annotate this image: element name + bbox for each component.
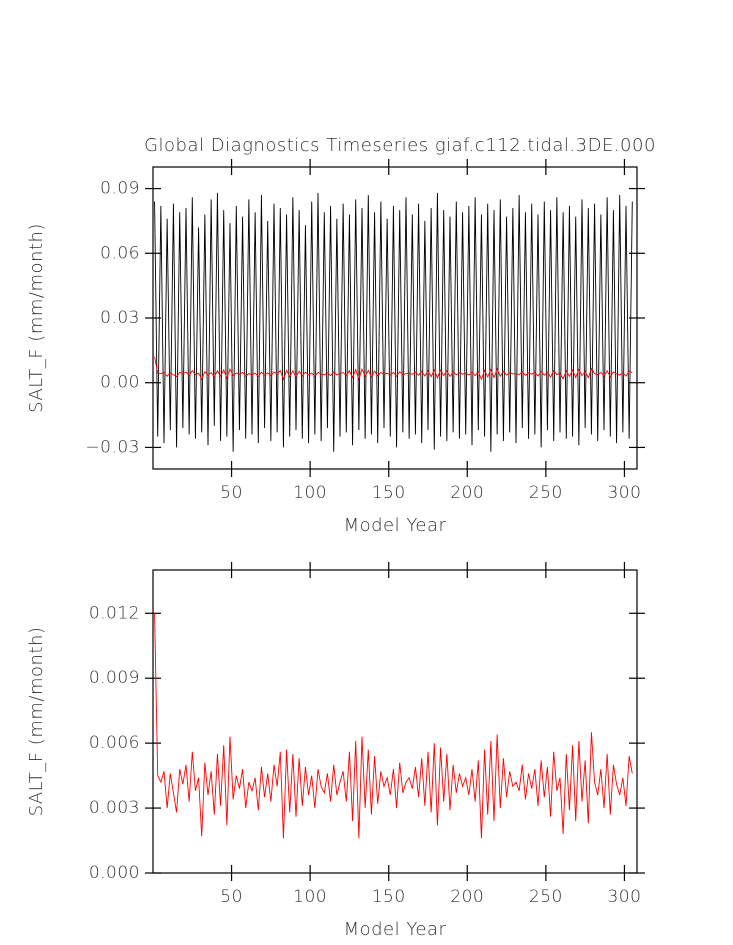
y-tick-label: 0.09	[100, 179, 140, 199]
x-tick-label: 100	[293, 483, 327, 503]
y-axis-label: SALT_F (mm/month)	[26, 627, 47, 817]
panel: Global Diagnostics Timeseries giaf.c112.…	[26, 135, 656, 536]
x-tick-label: 150	[372, 887, 406, 907]
panel: Model Year SALT_F (mm/month) 0.000 0.003 0.0…	[26, 562, 645, 940]
y-tick-label: 0.003	[89, 798, 140, 818]
x-tick-label: 200	[450, 483, 484, 503]
x-tick-label: 300	[607, 887, 641, 907]
x-axis-label: Model Year	[344, 919, 447, 940]
y-axis-label: SALT_F (mm/month)	[26, 223, 47, 413]
series-line	[154, 192, 633, 452]
y-tick-label: 0.06	[100, 243, 140, 263]
plot-frame	[152, 166, 638, 470]
x-tick-label: 50	[220, 483, 243, 503]
series-line	[154, 356, 633, 381]
x-tick-label: 200	[450, 887, 484, 907]
y-tick-label: 0.009	[89, 668, 140, 688]
x-axis-label: Model Year	[344, 515, 447, 536]
x-tick-label: 50	[220, 887, 243, 907]
x-tick-label: 100	[293, 887, 327, 907]
y-tick-label: 0.006	[89, 733, 140, 753]
chart-title: Global Diagnostics Timeseries giaf.c112.…	[144, 135, 656, 156]
x-tick-label: 150	[372, 483, 406, 503]
x-tick-label: 250	[529, 887, 563, 907]
y-tick-label: 0.012	[89, 603, 140, 623]
plot-frame	[152, 569, 638, 874]
x-tick-label: 300	[607, 483, 641, 503]
y-tick-label: −0.03	[85, 437, 140, 457]
series-line	[154, 613, 633, 839]
x-tick-label: 250	[529, 483, 563, 503]
y-tick-label: 0.00	[100, 373, 140, 393]
y-tick-label: 0.03	[100, 308, 140, 328]
y-tick-label: 0.000	[89, 863, 140, 883]
